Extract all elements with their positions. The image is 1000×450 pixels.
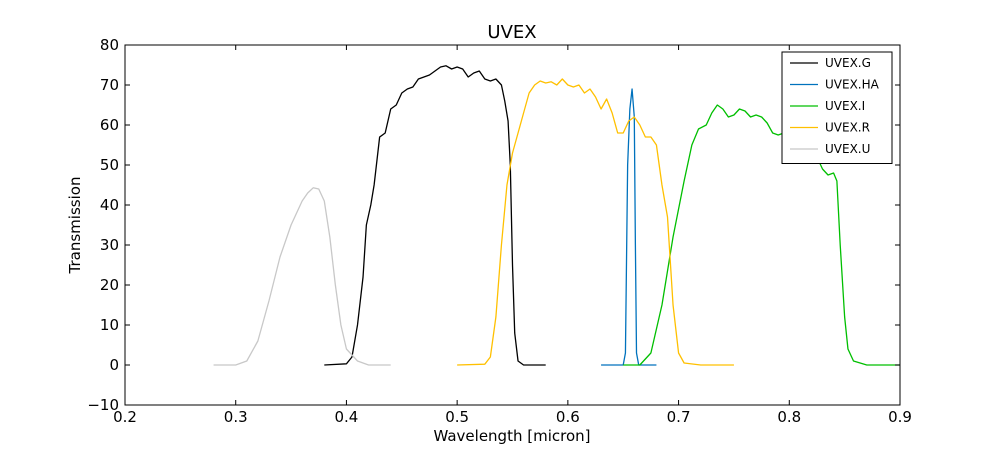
y-tick-label: 10 (100, 316, 119, 334)
series-line-uvex-u (213, 187, 391, 366)
series-line-uvex-r (457, 78, 734, 366)
y-tick-label: 70 (100, 76, 119, 94)
plot-background (125, 45, 900, 405)
series-layer (213, 65, 900, 366)
x-tick-label: 0.2 (113, 408, 137, 426)
legend-box (781, 51, 893, 164)
legend-label: UVEX.HA (825, 78, 880, 92)
legend-label: UVEX.I (825, 99, 865, 113)
series-line-uvex-ha (601, 88, 657, 366)
legend-label: UVEX.U (825, 142, 870, 156)
series-line-uvex-g (324, 65, 546, 366)
x-tick-label: 0.9 (888, 408, 912, 426)
y-axis-label: Transmission (66, 177, 84, 275)
y-tick-label: 50 (100, 156, 119, 174)
y-tick-label: 0 (109, 356, 119, 374)
x-tick-label: 0.5 (445, 408, 469, 426)
x-tick-label: 0.7 (667, 408, 691, 426)
x-axis-label: Wavelength [micron] (433, 427, 590, 445)
x-tick-label: 0.6 (556, 408, 580, 426)
y-tick-label: −10 (87, 396, 119, 414)
plot-frame (124, 44, 901, 406)
x-tick-label: 0.3 (224, 408, 248, 426)
x-tick-label: 0.8 (777, 408, 801, 426)
chart-title: UVEX (487, 22, 536, 43)
y-tick-label: 80 (100, 36, 119, 54)
y-tick-label: 30 (100, 236, 119, 254)
y-tick-label: 60 (100, 116, 119, 134)
y-tick-label: 20 (100, 276, 119, 294)
x-tick-label: 0.4 (334, 408, 358, 426)
legend-label: UVEX.G (825, 56, 871, 70)
legend: UVEX.G UVEX.HA UVEX.I UVEX.R UVEX.U (781, 51, 893, 164)
series-line-uvex-i (623, 104, 900, 366)
y-tick-label: 40 (100, 196, 119, 214)
ticks-layer: 0.2 0.3 0.4 0.5 0.6 0.7 0.8 0.9 −10 0 10 20 30 40 50 60… (87, 36, 912, 426)
legend-label: UVEX.R (825, 121, 870, 135)
